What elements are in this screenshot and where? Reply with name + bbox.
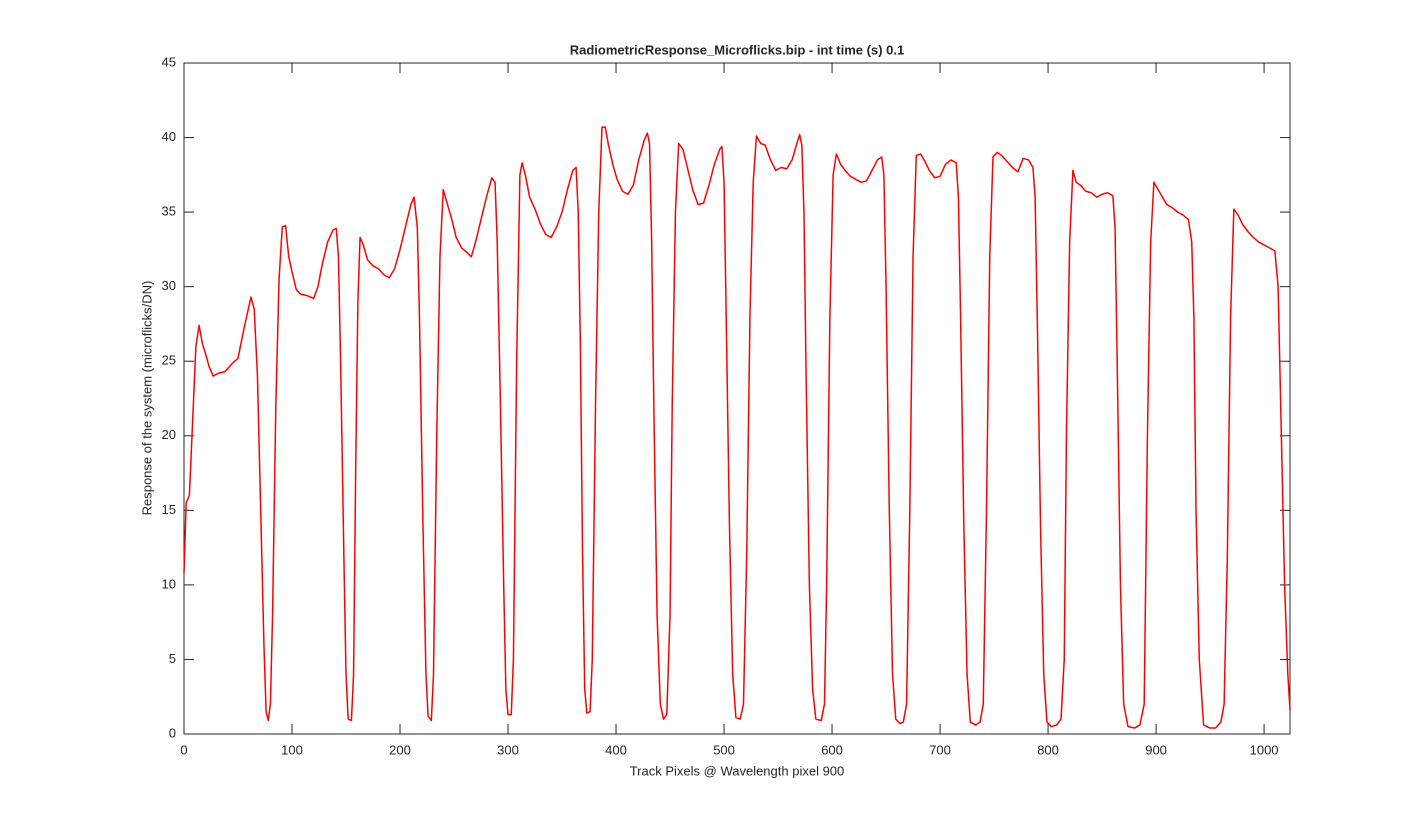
x-axis-label: Track Pixels @ Wavelength pixel 900 [630, 763, 845, 778]
data-line [183, 126, 1291, 729]
y-tick-label: 25 [162, 353, 176, 368]
x-tick-label: 300 [497, 742, 519, 757]
x-tick-label: 600 [821, 742, 843, 757]
y-tick-label: 5 [169, 651, 176, 666]
x-tick-label: 0 [180, 742, 187, 757]
chart-title: RadiometricResponse_Microflicks.bip - in… [570, 42, 904, 57]
y-tick-label: 30 [162, 278, 176, 293]
axes-box [183, 62, 1291, 735]
y-tick-label: 20 [162, 427, 176, 442]
x-tick-label: 700 [929, 742, 951, 757]
x-tick-label: 900 [1145, 742, 1167, 757]
y-tick-label: 40 [162, 129, 176, 144]
x-tick-label: 800 [1037, 742, 1059, 757]
y-axis-label: Response of the system (microflicks/DN) [139, 281, 154, 516]
x-tick-label: 1000 [1250, 742, 1279, 757]
y-tick-label: 15 [162, 502, 176, 517]
y-tick-label: 10 [162, 576, 176, 591]
x-tick-label: 200 [389, 742, 411, 757]
x-tick-label: 500 [713, 742, 735, 757]
y-tick-label: 45 [162, 54, 176, 69]
x-tick-label: 400 [605, 742, 627, 757]
y-tick-label: 0 [169, 725, 176, 740]
x-tick-label: 100 [281, 742, 303, 757]
y-tick-label: 35 [162, 204, 176, 219]
